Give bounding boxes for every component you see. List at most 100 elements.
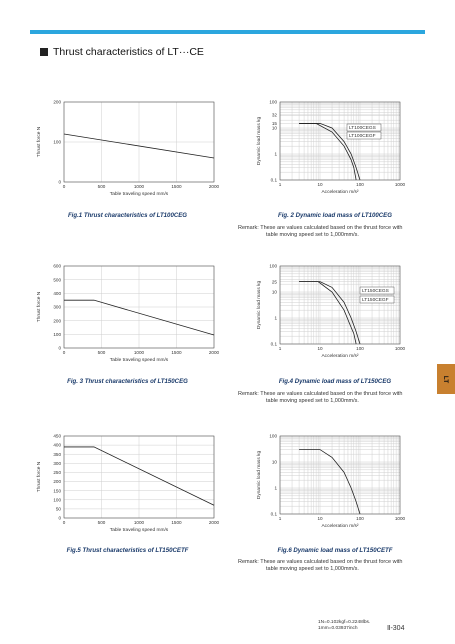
page-number: Ⅱ-304 <box>387 625 405 632</box>
y-tick-label: 200 <box>53 100 61 105</box>
x-tick-label: 1000 <box>134 184 145 189</box>
series-line-1 <box>64 446 215 506</box>
x-tick-label: 1000 <box>134 350 145 355</box>
y-axis-label: Dynamic load mass kg <box>256 451 262 500</box>
x-tick-label: 2000 <box>209 184 220 189</box>
series-line-1 <box>299 123 361 181</box>
legend-entry: LT150CEGS <box>362 288 389 294</box>
gridlines <box>279 435 401 515</box>
y-tick-label: 400 <box>53 291 61 296</box>
plot-area <box>280 436 400 514</box>
remark-1-line2: table moving speed set to 1,000mm/s. <box>266 232 359 238</box>
y-tick-label: 0.1 <box>271 342 278 347</box>
y-tick-label: 100 <box>53 140 61 145</box>
series-line-2 <box>299 123 357 181</box>
legend-box <box>346 131 382 140</box>
x-axis-label: Acceleration m/s² <box>321 523 358 529</box>
x-tick-label: 1 <box>279 516 282 521</box>
remark-1: Remark: These are values calculated base… <box>238 225 428 239</box>
x-axis-label: Table traveling speed mm/s <box>110 191 169 197</box>
y-tick-label: 600 <box>53 264 61 269</box>
y-tick-label: 400 <box>53 443 61 448</box>
y-tick-label: 100 <box>269 434 277 439</box>
y-tick-label: 200 <box>53 318 61 323</box>
y-tick-label: 0 <box>58 346 61 351</box>
y-tick-label: 1 <box>274 486 277 491</box>
series-line-2 <box>299 281 357 345</box>
plot-frame <box>279 265 401 345</box>
x-tick-label: 10 <box>317 346 323 351</box>
y-tick-label: 25 <box>272 279 278 284</box>
remark-2-line2: table moving speed set to 1,000mm/s. <box>266 398 359 404</box>
y-tick-label: 300 <box>53 305 61 310</box>
y-axis-label: Dynamic load mass kg <box>256 281 262 330</box>
chart-fig5: 0 500 1000 1500 2000 0 50 100 150 200 250 300 350 400… <box>36 434 220 533</box>
x-tick-label: 0 <box>63 350 66 355</box>
y-tick-label: 0 <box>58 180 61 185</box>
y-tick-label: 100 <box>53 497 61 502</box>
remark-2-line1: Remark: These are values calculated base… <box>238 391 403 397</box>
x-tick-label: 0 <box>63 184 66 189</box>
legend-box <box>359 295 395 304</box>
x-axis-label: Acceleration m/s² <box>321 353 358 359</box>
plot-frame <box>63 265 215 349</box>
x-tick-label: 10 <box>317 516 323 521</box>
x-tick-label: 1 <box>279 182 282 187</box>
y-tick-label: 1 <box>274 316 277 321</box>
remark-2: Remark: These are values calculated base… <box>238 391 428 405</box>
remark-3-line1: Remark: These are values calculated base… <box>238 559 403 565</box>
x-tick-label: 2000 <box>209 520 220 525</box>
plot-frame <box>63 101 215 183</box>
plot-frame <box>279 435 401 515</box>
unit-note-line2: 1mm=0.03937inch <box>318 626 358 631</box>
caption-fig3: Fig. 3 Thrust characteristics of LT150CE… <box>67 378 188 385</box>
x-tick-label: 500 <box>98 350 106 355</box>
unit-conversion-note: 1N=0.102kgf=0.2248lbs. 1mm=0.03937inch <box>318 620 370 632</box>
y-tick-label: 32 <box>272 112 278 117</box>
x-axis-label: Table traveling speed mm/s <box>110 527 169 533</box>
x-tick-label: 100 <box>356 182 364 187</box>
section-tab[interactable]: LT <box>437 364 455 394</box>
caption-fig5: Fig.5 Thrust characteristics of LT150CET… <box>66 547 189 554</box>
y-tick-label: 10 <box>272 460 278 465</box>
y-tick-label: 500 <box>53 277 61 282</box>
x-tick-label: 1 <box>279 346 282 351</box>
x-tick-label: 1500 <box>171 520 182 525</box>
series-line-1 <box>63 133 215 159</box>
y-tick-label: 100 <box>53 332 61 337</box>
remark-3: Remark: These are values calculated base… <box>238 559 428 573</box>
remark-1-line1: Remark: These are values calculated base… <box>238 225 403 231</box>
y-tick-label: 10 <box>272 290 278 295</box>
x-axis-label: Acceleration m/s² <box>321 189 358 195</box>
y-tick-label: 0.1 <box>271 512 278 517</box>
x-tick-label: 1000 <box>395 346 406 351</box>
x-tick-label: 2000 <box>209 350 220 355</box>
chart-fig1: 0 500 1000 1500 2000 0 100 200 Table traveling s… <box>36 100 220 197</box>
series-line-1 <box>64 299 215 336</box>
y-axis-label: Thrust force N <box>36 126 42 157</box>
series-line-1 <box>299 281 361 345</box>
bullet-square-icon <box>40 48 48 56</box>
x-tick-label: 1500 <box>171 350 182 355</box>
x-tick-label: 100 <box>356 346 364 351</box>
caption-fig2: Fig. 2 Dynamic load mass of LT100CEG <box>277 212 392 219</box>
x-tick-label: 1000 <box>395 516 406 521</box>
y-tick-label: 350 <box>53 452 61 457</box>
unit-note-line1: 1N=0.102kgf=0.2248lbs. <box>318 620 371 625</box>
plot-area <box>280 266 400 344</box>
y-tick-label: 150 <box>53 488 61 493</box>
x-tick-label: 10 <box>317 182 323 187</box>
caption-fig4: Fig.4 Dynamic load mass of LT150CEG <box>278 378 392 385</box>
y-axis-label: Thrust force N <box>36 291 42 322</box>
y-tick-label: 0.1 <box>271 178 278 183</box>
y-tick-label: 100 <box>269 264 277 269</box>
legend-entry: LT100CEGF <box>349 133 376 139</box>
legend-entry: LT150CEGF <box>362 297 389 303</box>
x-tick-label: 1500 <box>171 184 182 189</box>
caption-fig1: Fig.1 Thrust characteristics of LT100CEG <box>67 212 188 219</box>
y-tick-label: 200 <box>53 479 61 484</box>
legend-box <box>346 123 382 132</box>
